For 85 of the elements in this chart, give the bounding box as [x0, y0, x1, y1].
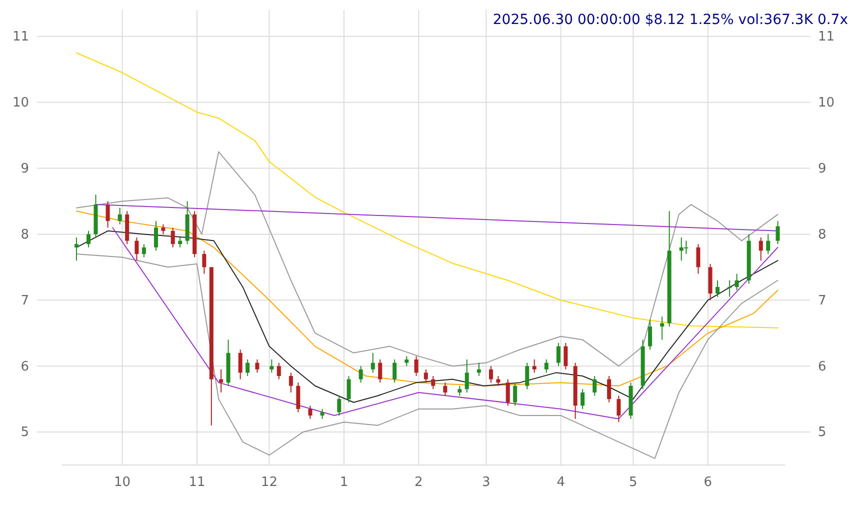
- y2-tick-label: 7: [818, 293, 826, 308]
- candlestick: [404, 356, 409, 367]
- candlestick: [378, 358, 382, 384]
- candlestick: [178, 237, 182, 248]
- line-series: [76, 52, 778, 328]
- candlestick: [118, 207, 122, 225]
- chart-title: 2025.06.30 00:00:00 $8.12 1.25% vol:367.3K 0.7x: [492, 12, 848, 28]
- candlestick: [154, 220, 158, 252]
- candlestick: [296, 382, 300, 413]
- y2-tick-label: 9: [818, 161, 826, 176]
- candlestick: [370, 352, 375, 374]
- x-tick-label: 12: [260, 475, 278, 490]
- x-tick-label: 3: [482, 475, 490, 490]
- y2-tick-label: 5: [818, 425, 826, 440]
- candlestick: [431, 375, 436, 390]
- y-tick-label: 6: [20, 359, 29, 374]
- candlestick: [488, 366, 493, 384]
- candlestick: [106, 200, 110, 228]
- candlestick: [86, 230, 91, 248]
- candlestick: [758, 237, 763, 262]
- candlestick: [246, 358, 250, 376]
- y-tick-label: 10: [12, 95, 29, 110]
- candlestick: [716, 280, 720, 298]
- candlestick: [496, 375, 500, 386]
- candlestick: [392, 358, 397, 384]
- candlestick: [696, 244, 700, 274]
- candlestick: [270, 358, 274, 374]
- candlestick: [424, 368, 428, 384]
- candlestick: [276, 362, 281, 380]
- candlestick: [161, 224, 166, 235]
- candlestick: [134, 237, 139, 262]
- x-tick-label: 10: [114, 475, 131, 490]
- candlestick: [734, 273, 739, 291]
- candlestick: [525, 362, 530, 390]
- candlestick: [443, 382, 448, 396]
- candlestick: [776, 220, 780, 245]
- x-tick-label: 2: [414, 475, 423, 490]
- candlestick: [728, 280, 732, 298]
- candlestick: [308, 405, 312, 420]
- candlestick: [142, 244, 146, 258]
- y2-tick-label: 6: [818, 359, 826, 374]
- candlestick: [320, 408, 324, 420]
- y2-tick-label: 8: [818, 227, 826, 242]
- candlestick: [513, 382, 518, 406]
- candlestick: [556, 342, 560, 367]
- candlestick: [532, 358, 536, 374]
- candlestick: [358, 366, 363, 384]
- y2-tick-label: 10: [818, 95, 835, 110]
- y-tick-label: 7: [20, 293, 29, 308]
- line-series: [76, 253, 778, 459]
- candlestick: [202, 250, 206, 274]
- candlestick: [580, 388, 585, 410]
- x-tick-label: 6: [704, 475, 712, 490]
- line-series: [76, 151, 778, 367]
- candlestick: [660, 316, 664, 340]
- candlestick: [766, 234, 770, 254]
- x-tick-label: 5: [629, 475, 638, 490]
- candlestick: [414, 356, 418, 376]
- y-tick-label: 8: [20, 227, 29, 242]
- y-tick-label: 5: [20, 425, 29, 440]
- candlestick: [219, 368, 224, 393]
- candlestick: [458, 385, 462, 396]
- candlestick: [607, 375, 612, 403]
- candlestick: [592, 375, 597, 396]
- y-tick-label: 9: [20, 161, 29, 176]
- candlestick: [255, 358, 260, 374]
- candlestick: [238, 349, 242, 380]
- y2-tick-label: 11: [818, 30, 835, 45]
- x-tick-label: 4: [556, 475, 566, 490]
- candlestick: [564, 342, 568, 370]
- candlestick: [616, 395, 621, 423]
- candlestick: [476, 362, 481, 376]
- candlestick: [464, 358, 469, 393]
- y-tick-label: 11: [12, 30, 29, 45]
- x-tick-label: 11: [188, 475, 206, 490]
- line-series: [76, 210, 778, 386]
- candlestick: [337, 395, 342, 416]
- candlestick: [648, 319, 652, 350]
- candlestick: [544, 358, 548, 374]
- candlestick: [346, 375, 351, 403]
- candlestick: [170, 227, 175, 248]
- candlestick: [74, 237, 78, 262]
- candlestick: [288, 372, 293, 393]
- candlestick: [506, 378, 510, 406]
- x-tick-label: 1: [340, 475, 348, 490]
